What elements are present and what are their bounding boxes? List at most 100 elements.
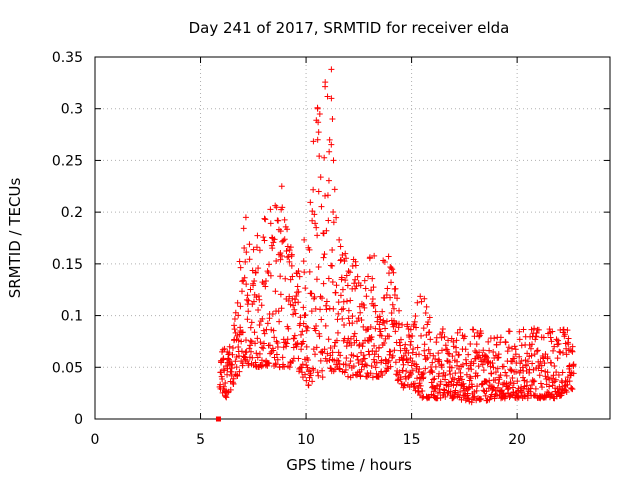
data-point: [430, 376, 437, 383]
data-point: [245, 297, 252, 304]
data-point: [266, 261, 273, 268]
data-point: [423, 303, 430, 310]
data-point: [283, 343, 290, 350]
data-point: [313, 322, 320, 329]
data-point: [300, 320, 307, 327]
data-point: [554, 355, 561, 362]
data-point: [230, 380, 237, 387]
data-point: [328, 95, 335, 102]
data-point: [333, 214, 340, 221]
data-point: [350, 352, 357, 359]
data-point: [531, 325, 538, 332]
data-point: [264, 320, 271, 327]
data-point: [273, 257, 280, 264]
data-point: [239, 329, 246, 336]
data-point: [487, 363, 494, 370]
data-point: [454, 329, 461, 336]
data-point: [221, 367, 228, 374]
data-point: [511, 343, 518, 350]
x-tick-label: 15: [403, 432, 421, 448]
data-point: [345, 307, 352, 314]
data-point: [305, 357, 312, 364]
data-point: [307, 372, 314, 379]
data-point: [569, 348, 576, 355]
data-point: [335, 299, 342, 306]
data-point: [299, 361, 306, 368]
data-point: [482, 378, 489, 385]
data-point: [276, 318, 283, 325]
data-point: [415, 351, 422, 358]
data-point: [319, 374, 326, 381]
data-point: [401, 382, 408, 389]
data-point: [279, 204, 286, 211]
data-point: [371, 302, 378, 309]
data-point: [409, 333, 416, 340]
data-point: [411, 318, 418, 325]
x-tick-label: 5: [196, 432, 205, 448]
data-point: [281, 363, 288, 370]
data-point: [291, 332, 298, 339]
data-point: [294, 283, 301, 290]
data-point: [270, 347, 277, 354]
data-point: [368, 333, 375, 340]
data-point: [342, 277, 349, 284]
data-point: [397, 347, 404, 354]
data-point: [470, 326, 477, 333]
data-point: [259, 315, 266, 322]
data-point: [503, 372, 510, 379]
data-point: [236, 368, 243, 375]
data-point: [287, 301, 294, 308]
data-point: [391, 347, 398, 354]
data-point: [328, 141, 335, 148]
data-point: [255, 265, 262, 272]
data-point: [394, 295, 401, 302]
data-point: [350, 333, 357, 340]
data-point: [502, 339, 509, 346]
data-point: [502, 369, 509, 376]
data-point: [234, 299, 241, 306]
data-point: [474, 383, 481, 390]
data-point: [260, 345, 267, 352]
data-point: [337, 257, 344, 264]
data-point: [478, 330, 485, 337]
data-point: [405, 359, 412, 366]
data-point: [362, 285, 369, 292]
data-point: [549, 328, 556, 335]
data-point: [289, 273, 296, 280]
data-point: [570, 370, 577, 377]
data-point: [569, 386, 576, 393]
data-point: [506, 382, 513, 389]
data-point: [231, 322, 238, 329]
data-point: [247, 286, 254, 293]
data-point: [310, 366, 317, 373]
data-point: [353, 283, 360, 290]
data-point: [554, 341, 561, 348]
data-point: [350, 363, 357, 370]
data-point: [539, 384, 546, 391]
data-point: [449, 395, 456, 402]
data-point: [234, 372, 241, 379]
data-point: [329, 262, 336, 269]
data-point: [312, 220, 319, 227]
data-point: [516, 328, 523, 335]
data-point: [450, 382, 457, 389]
data-point: [287, 276, 294, 283]
data-point: [229, 351, 236, 358]
data-point: [275, 308, 282, 315]
data-point: [248, 319, 255, 326]
data-point: [315, 188, 322, 195]
data-point: [526, 366, 533, 373]
data-point: [330, 219, 337, 226]
data-point: [540, 334, 547, 341]
data-point: [417, 382, 424, 389]
data-point: [238, 338, 245, 345]
data-point: [564, 327, 571, 334]
data-point: [482, 392, 489, 399]
data-point: [238, 348, 245, 355]
data-point: [518, 358, 525, 365]
data-point: [390, 305, 397, 312]
data-point: [249, 267, 256, 274]
data-point: [261, 340, 268, 347]
x-tick-label: 0: [91, 432, 100, 448]
